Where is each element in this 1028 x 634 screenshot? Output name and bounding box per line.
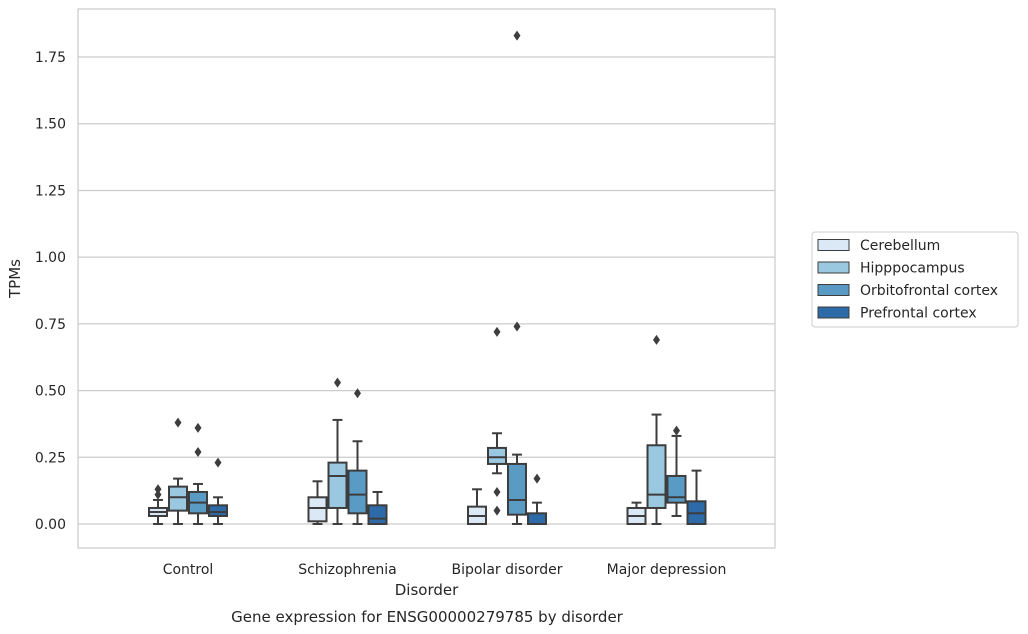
y-tick-label: 1.50 [35, 117, 66, 133]
y-tick-label: 0.75 [35, 317, 66, 333]
y-tick-label: 1.00 [35, 250, 66, 266]
box-cerebellum [626, 501, 647, 525]
legend-item: Prefrontal cortex [817, 306, 977, 322]
y-tick-labels: 0.00 0.25 0.50 0.75 1.00 1.25 1.50 1.75 [35, 50, 66, 533]
outlier-point [673, 425, 680, 436]
box-cerebellum [148, 484, 168, 525]
legend-item: Orbitofrontal cortex [817, 283, 998, 299]
x-tick-label: Schizophrenia [298, 562, 396, 578]
outlier-point [154, 484, 162, 495]
outlier-point [214, 457, 222, 468]
outlier-point [493, 486, 501, 497]
box-body [666, 474, 687, 504]
y-tick-label: 1.75 [35, 50, 66, 66]
gridlines [78, 56, 775, 525]
x-tick-label: Bipolar disorder [451, 562, 562, 578]
legend-swatch [817, 306, 850, 319]
x-tick-labels: Control Schizophrenia Bipolar disorder Majo… [163, 562, 727, 578]
box-body [327, 461, 348, 509]
box-orbitofrontal-cortex [188, 422, 208, 525]
box-orbitofrontal-cortex [347, 388, 368, 525]
box-body [208, 504, 228, 517]
box-body [507, 462, 527, 516]
box-body [487, 446, 507, 465]
outlier-point [174, 417, 182, 428]
y-tick-label: 0.25 [35, 450, 66, 466]
box-prefrontal-cortex [686, 469, 707, 525]
box-body [168, 485, 188, 512]
outlier-point [533, 473, 541, 484]
outlier-point [493, 326, 501, 337]
outlier-point [513, 321, 521, 332]
box-prefrontal-cortex [208, 457, 228, 525]
outlier-point [334, 377, 341, 388]
box-hipppocampus [646, 334, 667, 525]
legend-swatch [817, 239, 850, 251]
box-body [347, 469, 368, 515]
box-body [307, 496, 328, 523]
y-axis-label: TPMs [6, 259, 24, 299]
x-tick-label: Major depression [607, 562, 727, 578]
outlier-point [194, 422, 202, 433]
box-body [527, 512, 547, 525]
box-orbitofrontal-cortex [666, 425, 687, 517]
box-hipppocampus [168, 417, 188, 525]
y-tick-label: 0.00 [35, 517, 66, 533]
box-cerebellum [467, 488, 487, 525]
legend-swatch [817, 261, 850, 274]
outlier-point [493, 505, 501, 516]
legend: Cerebellum Hipppocampus Orbitofrontal cort… [811, 231, 1019, 328]
legend-label: Prefrontal cortex [860, 306, 977, 322]
legend-label: Cerebellum [860, 238, 940, 254]
box-body [367, 504, 388, 525]
box-prefrontal-cortex [527, 473, 547, 525]
chart-caption: Gene expression for ENSG00000279785 by d… [231, 608, 624, 626]
x-axis-label: Disorder [395, 581, 459, 599]
y-tick-label: 0.50 [35, 384, 66, 400]
box-orbitofrontal-cortex [507, 30, 527, 525]
x-tick-label: Control [163, 562, 214, 578]
plot-area-frame [77, 8, 776, 549]
box-cerebellum [307, 480, 328, 525]
outlier-point [194, 446, 202, 457]
box-hipppocampus [327, 377, 348, 525]
box-hipppocampus [487, 326, 507, 516]
box-body [646, 444, 667, 509]
legend-frame [811, 231, 1019, 328]
outlier-point [513, 30, 521, 41]
legend-label: Hipppocampus [860, 261, 965, 277]
outlier-point [154, 489, 162, 500]
legend-item: Hipppocampus [817, 261, 965, 277]
outlier-point [653, 334, 660, 345]
legend-swatch [817, 284, 850, 296]
y-tick-label: 1.25 [35, 183, 66, 199]
legend-label: Orbitofrontal cortex [860, 283, 998, 299]
boxes [148, 30, 707, 525]
outlier-point [354, 388, 361, 399]
legend-item: Cerebellum [817, 238, 940, 254]
box-prefrontal-cortex [367, 490, 388, 525]
